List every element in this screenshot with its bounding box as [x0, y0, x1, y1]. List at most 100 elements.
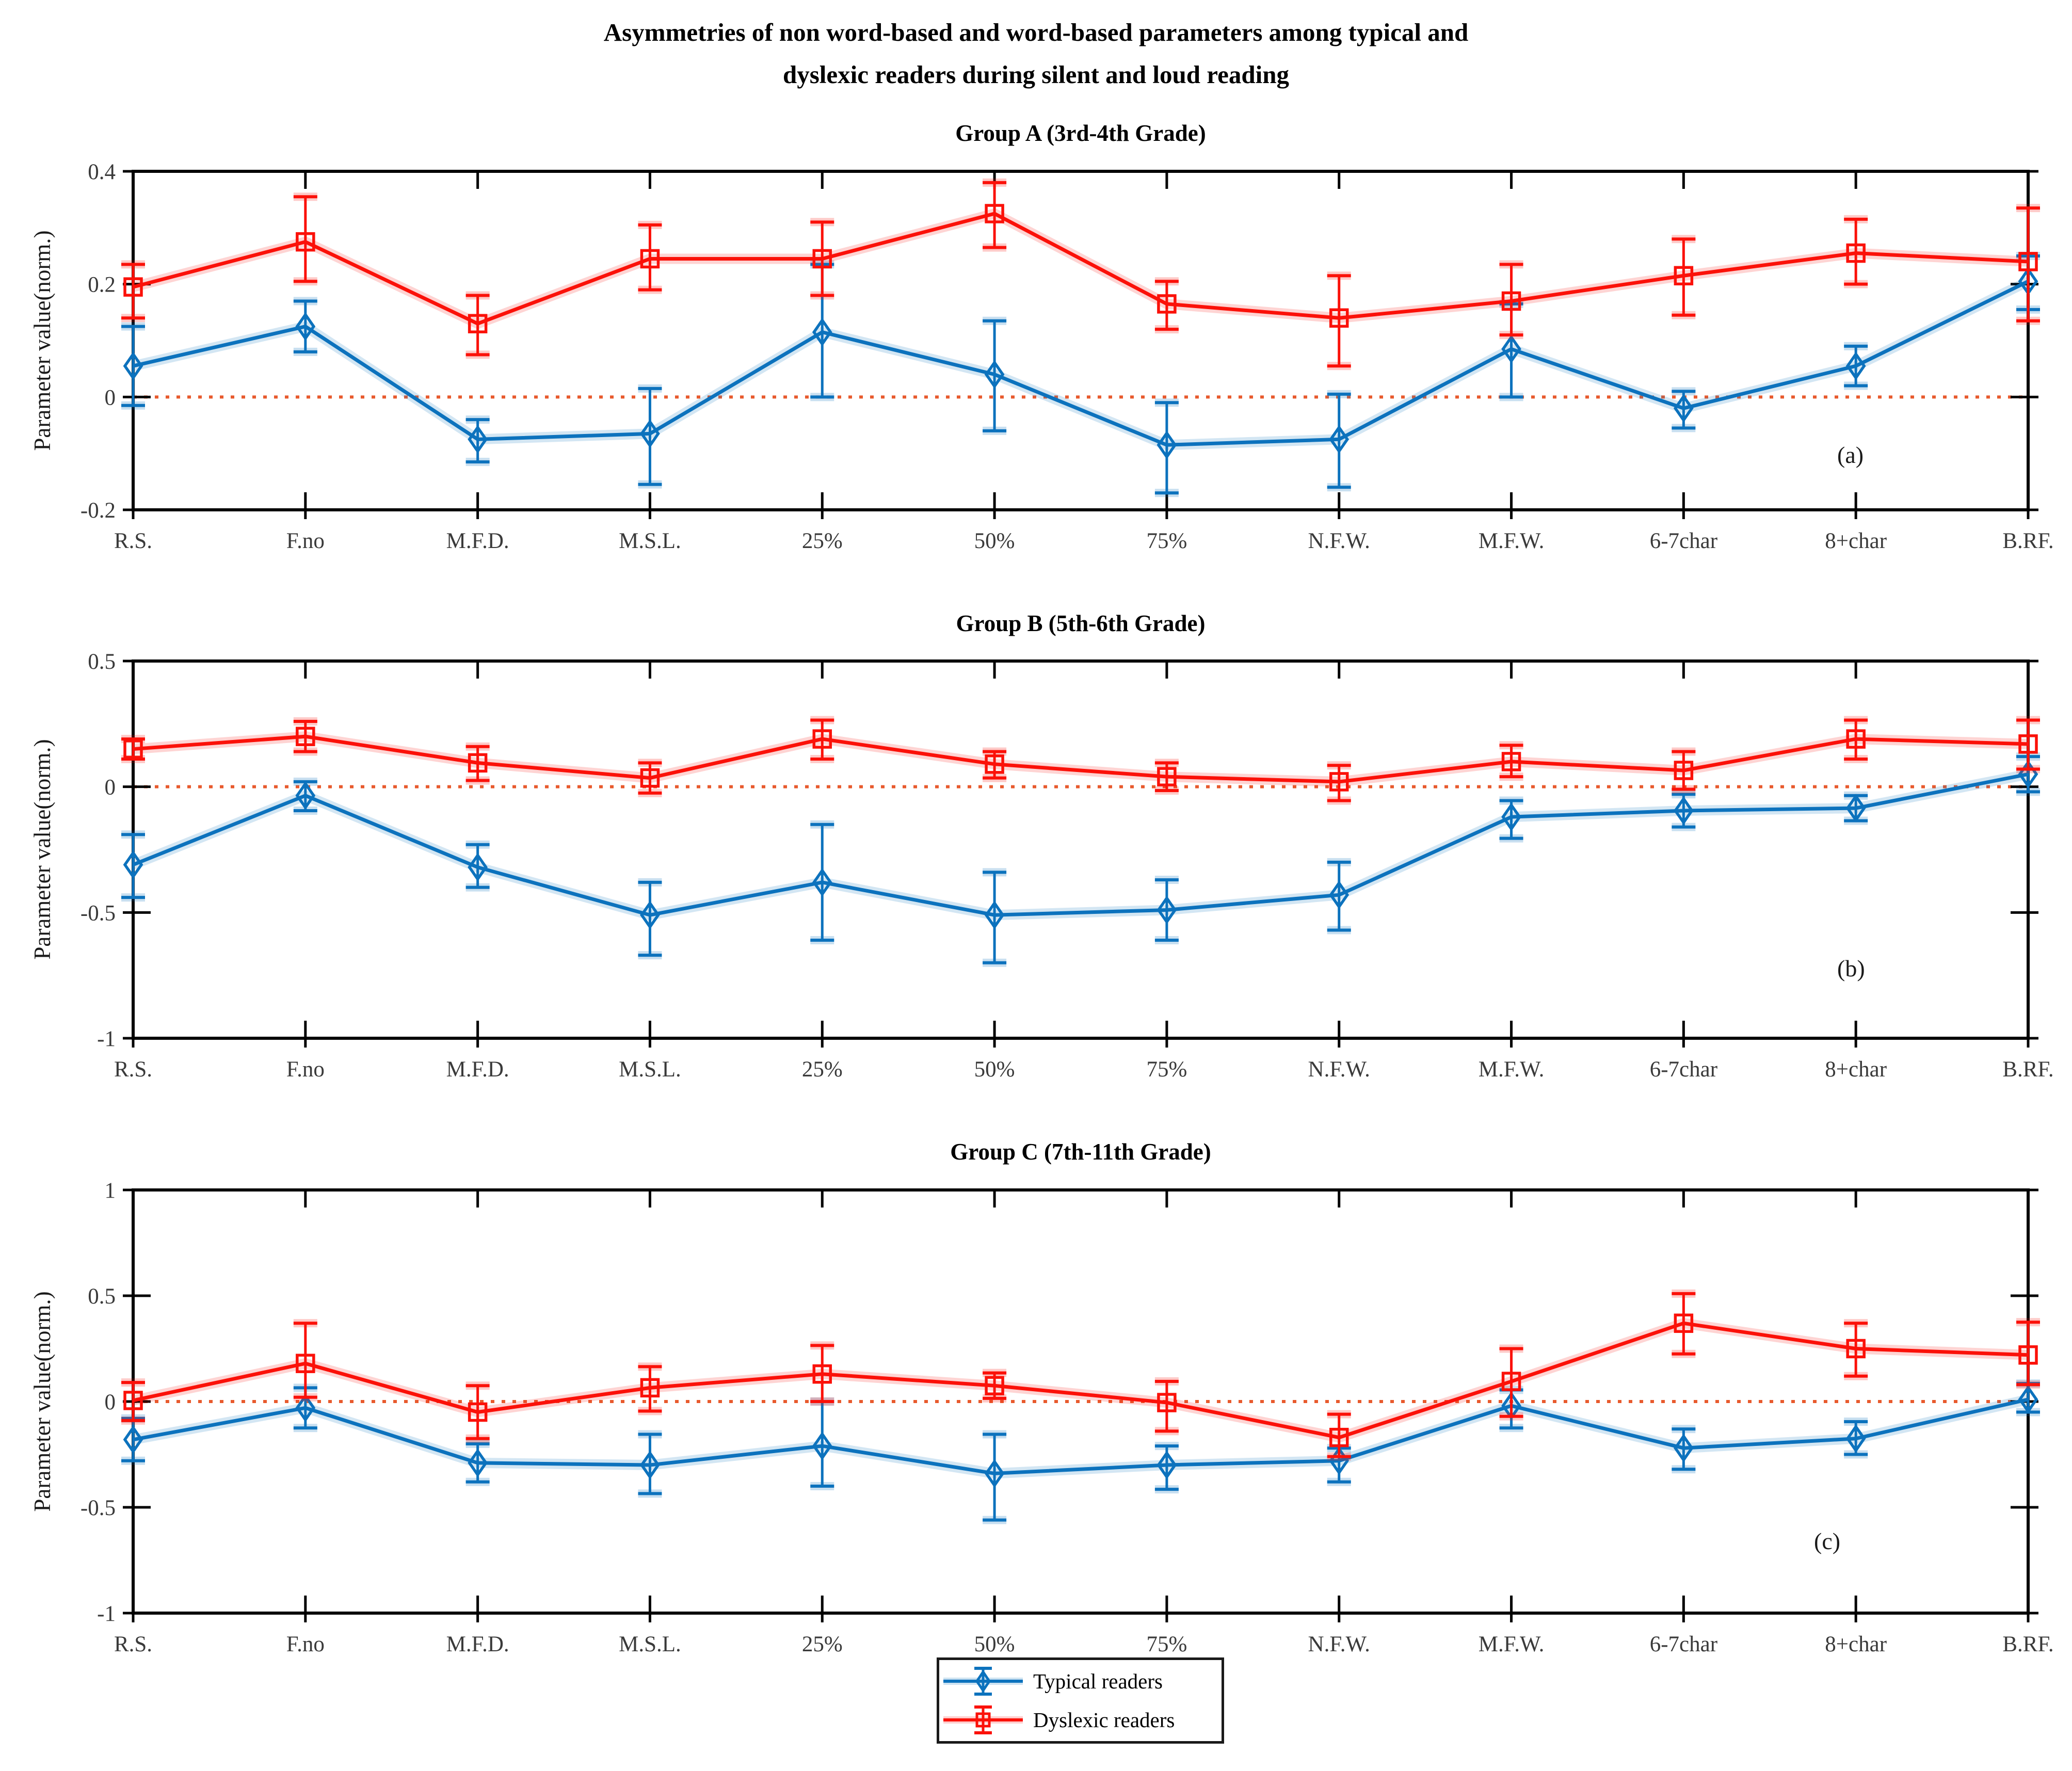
data-point-marker [1501, 1372, 1521, 1391]
y-tick-label: 0.5 [88, 1284, 116, 1309]
data-point-marker [985, 754, 1004, 774]
markers [123, 1313, 2038, 1447]
data-point-marker [468, 314, 488, 333]
axes: R.S. F.no M.F.D. M.S.L. 25% 50% 75% N.F.W. M.F.W… [81, 160, 2054, 553]
data-point-marker [1501, 334, 1521, 364]
data-point-marker [1845, 1424, 1866, 1453]
figure-title: Asymmetries of non word-based and word-b… [0, 11, 2072, 96]
data-point-marker [296, 232, 315, 252]
x-tick-label: N.F.W. [1308, 1632, 1370, 1656]
y-tick-label: -0.2 [81, 498, 116, 523]
data-point-marker [1157, 1393, 1177, 1412]
data-point-marker [2018, 252, 2038, 271]
x-tick-label: M.F.W. [1479, 529, 1545, 553]
axes: R.S. F.no M.F.D. M.S.L. 25% 50% 75% N.F.W. M.F.W… [81, 650, 2054, 1082]
series-line-glow [132, 1394, 2030, 1479]
data-point-marker [123, 351, 143, 381]
data-point-marker [984, 900, 1005, 930]
data-point-marker [2018, 1345, 2038, 1365]
x-tick-label: R.S. [114, 1632, 152, 1656]
data-point-marker [295, 781, 316, 810]
panel-a-title: Group A (3rd-4th Grade) [955, 120, 1206, 146]
data-point-marker [468, 425, 488, 454]
series-dyslexic-readers [121, 1289, 2040, 1461]
panel-a-letter: (a) [1837, 442, 1864, 468]
x-tick-label: N.F.W. [1308, 1057, 1370, 1082]
series-line [132, 772, 2029, 917]
error-bars [121, 1289, 2040, 1461]
error-bars [121, 1379, 2040, 1524]
data-point-marker [1674, 1434, 1694, 1463]
data-point-marker [123, 850, 143, 879]
data-point-marker [812, 1364, 832, 1384]
x-tick-label: M.S.L. [619, 1632, 681, 1656]
series-line [133, 1397, 2029, 1475]
x-tick-label: 50% [974, 529, 1015, 553]
typical-readers-sample-icon [943, 1667, 1023, 1696]
legend-item-dyslexic-readers: Dyslexic readers [939, 1701, 1222, 1738]
data-point-marker [1329, 425, 1350, 454]
x-tick-label: 25% [802, 529, 843, 553]
plot-border [132, 170, 2030, 511]
data-point-marker [123, 739, 143, 759]
series-line [133, 280, 2029, 447]
data-point-marker [1157, 1451, 1177, 1479]
x-tick-label: 75% [1146, 1057, 1187, 1082]
data-point-marker [1329, 772, 1349, 792]
x-tick-label: M.F.D. [446, 529, 509, 553]
markers [123, 727, 2038, 792]
dyslexic-readers-sample-icon [943, 1705, 1023, 1734]
data-point-marker [1157, 294, 1177, 314]
x-tick-label: F.no [286, 1057, 325, 1082]
data-point-marker [1501, 802, 1521, 831]
figure-title-line2: dyslexic readers during silent and loud … [782, 60, 1290, 89]
y-tick-label: 0.4 [88, 160, 116, 184]
series-line-glow [132, 1318, 2029, 1443]
legend: Typical readers Dyslexic readers [937, 1657, 1224, 1744]
markers [123, 204, 2038, 333]
x-tick-label: F.no [286, 1632, 325, 1656]
y-tick-label: 0 [105, 385, 116, 410]
series-dyslexic-readers [121, 716, 2040, 805]
data-point-marker [812, 729, 832, 749]
x-tick-label: 75% [1146, 529, 1187, 553]
data-point-marker [123, 1391, 143, 1410]
x-tick-label: M.F.W. [1479, 1057, 1545, 1082]
data-point-marker [296, 727, 315, 746]
data-point-marker [1674, 1313, 1694, 1333]
data-point-marker [1845, 794, 1866, 823]
error-bars [121, 752, 2040, 967]
data-point-marker [1674, 394, 1694, 423]
x-tick-label: R.S. [114, 529, 152, 553]
markers [123, 1385, 2038, 1488]
data-point-marker [640, 419, 660, 448]
data-point-marker [984, 1459, 1005, 1488]
data-point-marker [812, 1431, 832, 1460]
panel-b-letter: (b) [1837, 955, 1865, 981]
x-tick-label: F.no [286, 529, 325, 553]
x-tick-label: 8+char [1825, 529, 1887, 553]
series-line [133, 1321, 2029, 1440]
series-line [133, 734, 2029, 784]
x-tick-label: N.F.W. [1308, 529, 1370, 553]
data-point-marker [123, 1425, 143, 1454]
data-point-marker [2018, 1385, 2038, 1414]
data-point-marker [640, 768, 660, 788]
data-point-marker [1157, 895, 1177, 925]
x-tick-label: B.RF. [2002, 529, 2053, 553]
y-tick-label: -1 [97, 1027, 116, 1051]
error-bars [121, 716, 2040, 805]
x-tick-label: M.F.W. [1479, 1632, 1545, 1656]
series-line [133, 212, 2029, 326]
series-typical-readers [121, 1379, 2040, 1524]
x-tick-label: M.F.D. [446, 1632, 509, 1656]
data-point-marker [1846, 1339, 1866, 1359]
panel-a-chart: R.S. F.no M.F.D. M.S.L. 25% 50% 75% N.F.W. M.F.W… [81, 160, 2054, 553]
y-tick-label: 0 [105, 1390, 116, 1414]
x-tick-label: 50% [974, 1057, 1015, 1082]
data-point-marker [296, 1354, 315, 1373]
data-point-marker [1501, 752, 1521, 771]
data-point-marker [468, 1402, 488, 1422]
series-typical-readers [121, 752, 2040, 967]
y-tick-label: 0 [105, 776, 116, 800]
